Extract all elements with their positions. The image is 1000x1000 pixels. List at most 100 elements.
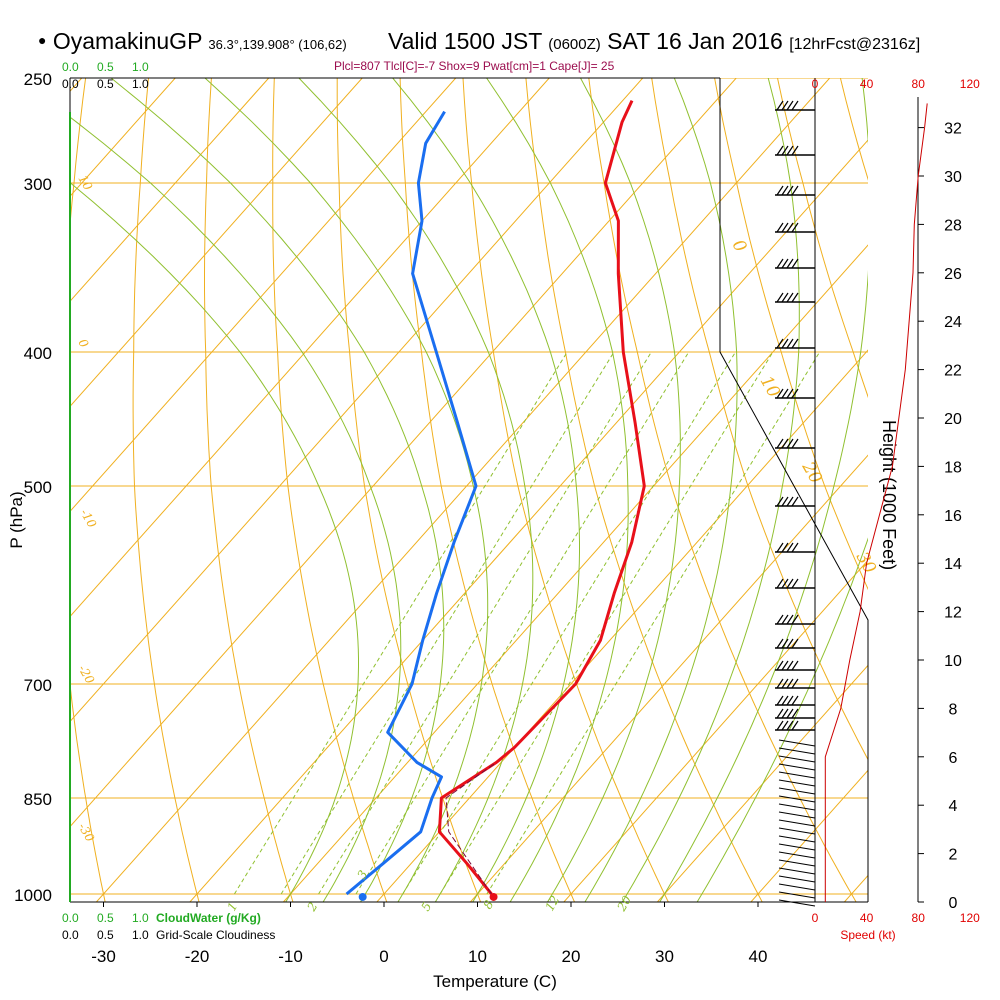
wind-barb-flag	[776, 614, 784, 625]
wind-barb-flag	[791, 660, 799, 671]
wind-barb-flag	[781, 496, 789, 507]
wind-barb-flag	[781, 660, 789, 671]
isotherm-line	[470, 454, 868, 902]
dry-adiabat	[204, 78, 294, 902]
valid-time: Valid 1500 JST (0600Z) SAT 16 Jan 2016 […	[388, 28, 920, 55]
wind-barb-flag	[791, 695, 799, 706]
wind-barb-flag	[786, 292, 794, 303]
cloud_water-scale-label: 0.0	[62, 60, 79, 74]
wind-barb-shaft	[778, 787, 816, 795]
speed-tick-label: 80	[912, 911, 926, 925]
moist-adiabat	[546, 78, 681, 902]
wind-barb-shaft	[778, 811, 816, 819]
wind-barb-flag	[786, 388, 794, 399]
cloud_water-scale-label: 0.0	[62, 911, 79, 925]
height-tick-label: 14	[944, 556, 962, 573]
isotherm-label: -10	[77, 507, 99, 531]
cloudiness-scale-label: 0.0	[62, 928, 79, 942]
wind-barb-flag	[781, 222, 789, 233]
parcel-curve	[445, 761, 497, 895]
temp-tick-label: -30	[91, 947, 116, 966]
pressure-tick-label: 250	[24, 70, 52, 89]
speed-tick-label: 40	[860, 911, 874, 925]
wind-barb-flag	[776, 578, 784, 589]
wind-barb-flag	[791, 638, 799, 649]
cloudiness-label: Grid-Scale Cloudiness	[156, 928, 275, 942]
cloud_water-scale-label: 0.5	[97, 60, 114, 74]
wind-barb-shaft	[778, 819, 816, 827]
wind-barb-flag	[791, 678, 799, 689]
wind-barb-flag	[786, 542, 794, 553]
isotherm-label: 0	[728, 237, 751, 257]
wind-barb-flag	[786, 145, 794, 156]
wind-barb-shaft	[778, 859, 816, 867]
forecast-info: [12hrFcst@2316z]	[789, 36, 921, 53]
temp-tick-label: 20	[562, 947, 581, 966]
wind-barb-flag	[786, 708, 794, 719]
mixing-ratio-line	[280, 351, 615, 895]
isotherm-line	[938, 78, 1000, 902]
wind-barb-flag	[791, 185, 799, 196]
dry-adiabat	[588, 78, 857, 902]
isotherm-line	[283, 244, 868, 902]
wind-barb-flag	[786, 578, 794, 589]
wind-barb-flag	[776, 388, 784, 399]
wind-barb-shaft	[778, 771, 816, 779]
wind-barb-flag	[781, 578, 789, 589]
dry-adiabat	[525, 78, 763, 902]
wind-barb-shaft	[778, 843, 816, 851]
wind-barb-flag	[786, 496, 794, 507]
moist-adiabat	[298, 78, 534, 902]
wind-barb-flag	[786, 438, 794, 449]
wind-barb-flag	[791, 100, 799, 111]
isotherm-line	[189, 139, 868, 902]
wind-barb-shaft	[778, 899, 816, 907]
speed-tick-label: 120	[960, 77, 980, 91]
mixing-ratio-label: 3	[354, 868, 370, 882]
wind-barb-flag	[781, 100, 789, 111]
temp-tick-label: 10	[468, 947, 487, 966]
height-tick-label: 12	[944, 605, 962, 622]
wind-barb-flag	[786, 660, 794, 671]
mixing-ratio-line	[355, 351, 690, 895]
wind-barb-flag	[776, 708, 784, 719]
cloudiness-scale-label: 1.0	[132, 77, 149, 91]
moist-adiabat	[70, 116, 402, 902]
height-tick-label: 20	[944, 411, 962, 428]
wind-barb-flag	[781, 185, 789, 196]
y-axis-title: P (hPa)	[7, 491, 26, 548]
moist-adiabat	[392, 78, 580, 902]
cloudiness-scale-label: 0.5	[97, 928, 114, 942]
station-header: ● OyamakinuGP 36.3°,139.908° (106,62)	[38, 28, 347, 55]
cloud_water-scale-label: 0.5	[97, 911, 114, 925]
height-tick-label: 0	[949, 895, 958, 912]
wind-barb-flag	[781, 542, 789, 553]
isotherm-line	[70, 78, 550, 618]
cloud_water-scale-label: 1.0	[132, 60, 149, 74]
wind-barb-flag	[791, 292, 799, 303]
mixing-ratio-line	[486, 351, 821, 895]
wind-barb-flag	[781, 338, 789, 349]
isotherm-line	[70, 78, 363, 408]
right-border	[719, 78, 869, 902]
dry-adiabat	[70, 78, 106, 902]
dry-adiabat	[959, 55, 1000, 923]
moist-adiabat	[204, 78, 489, 902]
dewpoint-surface-marker	[358, 892, 367, 901]
wind-barb-flag	[781, 258, 789, 269]
wind-barb-flag	[786, 678, 794, 689]
mixing-ratio-label: 20	[614, 893, 634, 914]
station-name: OyamakinuGP	[52, 28, 202, 54]
wind-barb-flag	[781, 438, 789, 449]
isotherm-line	[376, 349, 868, 902]
wind-barb-flag	[776, 496, 784, 507]
isotherm-label: 0	[75, 337, 91, 351]
moist-adiabat	[485, 78, 629, 902]
station-coords: 36.3°,139.908° (106,62)	[208, 37, 347, 52]
height-tick-label: 28	[944, 217, 962, 234]
height-tick-label: 26	[944, 266, 962, 283]
dewpoint-curve	[345, 110, 478, 896]
wind-barb-flag	[791, 145, 799, 156]
height-tick-label: 18	[944, 459, 962, 476]
